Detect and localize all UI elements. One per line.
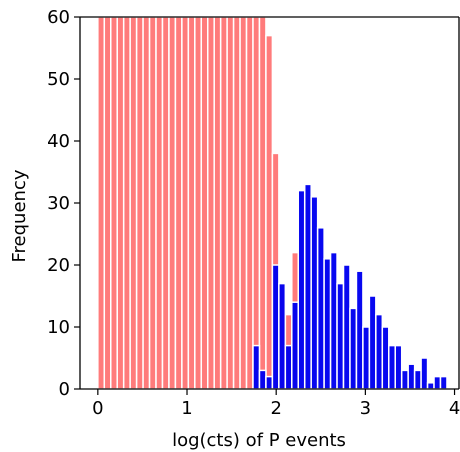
histogram-bar-s0-7	[142, 16, 151, 390]
y-tick-label: 20	[47, 255, 70, 276]
histogram-bar-s0-5	[129, 16, 138, 390]
histogram-bar-s1-8	[303, 183, 312, 390]
histogram-bar-s0-23	[245, 16, 254, 390]
histogram-bar-s1-1	[258, 369, 267, 390]
x-axis-label: log(cts) of P events	[172, 430, 346, 451]
histogram-bar-s1-11	[323, 258, 332, 390]
y-tick-label: 10	[47, 317, 70, 338]
histogram-bar-s1-28	[433, 375, 442, 390]
histogram-bar-s1-13	[336, 282, 345, 390]
histogram-bar-s0-4	[122, 16, 131, 390]
histogram-bar-s0-19	[219, 16, 228, 390]
histogram-bar-s0-20	[226, 16, 235, 390]
histogram-bar-s0-15	[194, 16, 203, 390]
histogram-bar-s1-26	[420, 357, 429, 390]
histogram-bar-s1-4	[278, 282, 287, 390]
bars-layer	[97, 16, 448, 390]
y-tick-label: 0	[59, 379, 70, 400]
histogram-bar-s0-13	[181, 16, 190, 390]
histogram-bar-s0-25	[258, 16, 267, 390]
histogram-bar-s0-17	[206, 16, 215, 390]
histogram-bar-s1-15	[349, 307, 358, 390]
histogram-bar-s1-17	[362, 326, 371, 390]
histogram-bar-s1-6	[291, 301, 300, 390]
histogram-bar-s0-9	[155, 16, 164, 390]
y-tick-label: 50	[47, 69, 70, 90]
histogram-bar-s1-16	[355, 270, 364, 390]
histogram-bar-s0-24	[252, 16, 261, 390]
histogram-bar-s0-16	[200, 16, 209, 390]
histogram-bar-s1-22	[394, 344, 403, 390]
histogram-bar-s1-27	[426, 382, 435, 390]
histogram-bar-s1-18	[368, 295, 377, 390]
y-axis-label: Frequency	[9, 169, 30, 262]
histogram-bar-s1-20	[381, 326, 390, 390]
x-tick-label: 2	[270, 398, 281, 419]
histogram-bar-s1-25	[413, 369, 422, 390]
histogram-bar-s1-21	[388, 344, 396, 390]
histogram-bar-s1-19	[375, 313, 384, 390]
x-tick-label: 1	[181, 398, 192, 419]
x-tick-label: 0	[92, 398, 103, 419]
y-tick-label: 60	[47, 7, 70, 28]
histogram-bar-s0-12	[174, 16, 183, 390]
histogram-bar-s1-10	[316, 227, 325, 390]
x-tick-label: 3	[360, 398, 371, 419]
histogram-bar-s1-12	[329, 251, 338, 390]
histogram-bar-s0-1	[103, 16, 112, 390]
histogram-bar-s1-23	[400, 369, 409, 390]
histogram-bar-s1-29	[439, 375, 448, 390]
histogram-bar-s0-10	[161, 16, 170, 390]
histogram-bar-s0-3	[116, 16, 125, 390]
histogram-bar-s0-8	[148, 16, 157, 390]
histogram-bar-s1-9	[310, 196, 319, 390]
histogram-bar-s0-6	[135, 16, 144, 390]
histogram-bar-s1-5	[284, 344, 293, 390]
y-tick-label: 30	[47, 193, 70, 214]
histogram-bar-s1-24	[407, 363, 416, 390]
histogram-bar-s1-7	[297, 189, 306, 390]
histogram-bar-s1-3	[271, 264, 280, 390]
histogram-bar-s0-11	[168, 16, 177, 390]
x-tick-label: 4	[449, 398, 460, 419]
histogram-bar-s0-14	[187, 16, 196, 390]
histogram-bar-s0-0	[97, 16, 106, 390]
histogram-bar-s0-18	[213, 16, 222, 390]
histogram-bar-s1-2	[265, 375, 274, 390]
y-tick-label: 40	[47, 131, 70, 152]
histogram-bar-s1-0	[252, 344, 261, 390]
histogram-bar-s0-2	[110, 16, 118, 390]
histogram-bar-s0-21	[232, 16, 241, 390]
histogram-bar-s1-14	[342, 264, 351, 390]
histogram-bar-s0-22	[239, 16, 248, 390]
histogram-bar-s0-26	[265, 34, 274, 390]
